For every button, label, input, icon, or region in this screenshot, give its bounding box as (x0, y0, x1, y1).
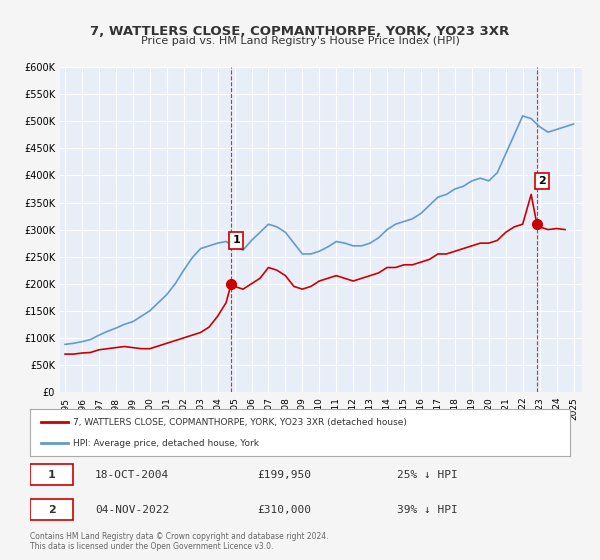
Text: 7, WATTLERS CLOSE, COPMANTHORPE, YORK, YO23 3XR: 7, WATTLERS CLOSE, COPMANTHORPE, YORK, Y… (91, 25, 509, 38)
Text: This data is licensed under the Open Government Licence v3.0.: This data is licensed under the Open Gov… (30, 542, 274, 551)
Text: Price paid vs. HM Land Registry's House Price Index (HPI): Price paid vs. HM Land Registry's House … (140, 36, 460, 46)
Text: 04-NOV-2022: 04-NOV-2022 (95, 505, 169, 515)
FancyBboxPatch shape (30, 464, 73, 486)
Text: 25% ↓ HPI: 25% ↓ HPI (397, 470, 458, 480)
FancyBboxPatch shape (30, 499, 73, 520)
Text: 2: 2 (48, 505, 55, 515)
Text: 18-OCT-2004: 18-OCT-2004 (95, 470, 169, 480)
Text: Contains HM Land Registry data © Crown copyright and database right 2024.: Contains HM Land Registry data © Crown c… (30, 532, 329, 541)
Text: 7, WATTLERS CLOSE, COPMANTHORPE, YORK, YO23 3XR (detached house): 7, WATTLERS CLOSE, COPMANTHORPE, YORK, Y… (73, 418, 407, 427)
Text: HPI: Average price, detached house, York: HPI: Average price, detached house, York (73, 438, 259, 447)
Text: 1: 1 (48, 470, 55, 480)
Text: 39% ↓ HPI: 39% ↓ HPI (397, 505, 458, 515)
Text: 1: 1 (232, 235, 240, 245)
Text: £310,000: £310,000 (257, 505, 311, 515)
Text: 2: 2 (538, 176, 546, 186)
Text: £199,950: £199,950 (257, 470, 311, 480)
